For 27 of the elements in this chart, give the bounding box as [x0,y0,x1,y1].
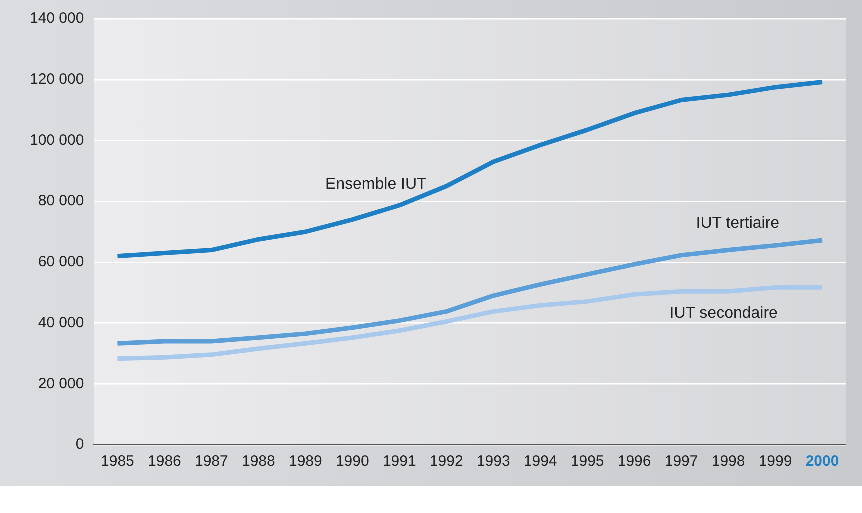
series-label: IUT secondaire [670,305,778,322]
y-tick-label: 60 000 [38,254,84,271]
x-tick-label: 1994 [524,453,558,470]
x-tick-label: 1990 [336,453,370,470]
x-tick-label: 1988 [242,453,276,470]
y-tick-label: 140 000 [30,10,84,28]
series-label: Ensemble IUT [325,176,428,194]
x-tick-label: 1993 [476,453,510,470]
x-tick-label: 1996 [618,453,652,470]
y-tick-label: 0 [76,436,84,454]
x-tick-label: 1992 [430,453,464,470]
x-tick-label: 2000 [806,453,840,470]
x-tick-label: 1986 [148,453,182,470]
x-tick-label: 1989 [288,453,322,470]
x-tick-label: 1991 [382,453,416,470]
x-tick-label: 1998 [712,453,746,470]
y-tick-label: 100 000 [30,132,84,149]
y-tick-label: 80 000 [38,192,84,210]
x-tick-label: 1997 [664,453,698,470]
y-tick-label: 20 000 [38,375,84,392]
y-tick-label: 120 000 [30,71,84,88]
y-tick-label: 40 000 [38,314,84,332]
x-tick-label: 1999 [758,453,792,470]
x-tick-label: 1995 [570,453,604,470]
x-tick-label: 1987 [195,453,228,470]
series-label: IUT tertiaire [696,214,780,232]
x-tick-label: 1985 [101,453,134,470]
